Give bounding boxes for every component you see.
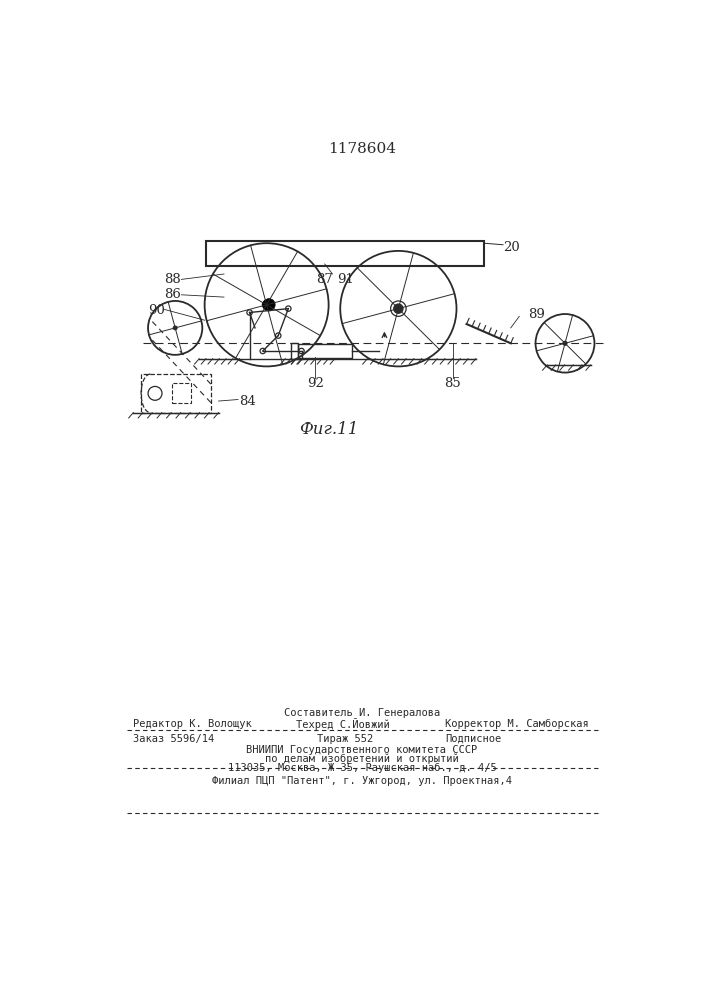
Text: Заказ 5596/14: Заказ 5596/14 bbox=[134, 734, 215, 744]
Text: 91: 91 bbox=[337, 273, 354, 286]
Circle shape bbox=[263, 299, 275, 311]
Text: Фиг.11: Фиг.11 bbox=[299, 421, 358, 438]
Text: 88: 88 bbox=[164, 273, 180, 286]
Circle shape bbox=[173, 326, 177, 330]
Text: Тираж 552: Тираж 552 bbox=[317, 734, 373, 744]
Text: ВНИИПИ Государственного комитета СССР: ВНИИПИ Государственного комитета СССР bbox=[246, 745, 477, 755]
Bar bbox=[298, 344, 352, 358]
Text: 87: 87 bbox=[316, 273, 333, 286]
Bar bbox=[206, 241, 484, 266]
Circle shape bbox=[563, 341, 567, 345]
Circle shape bbox=[395, 305, 402, 313]
Text: 90: 90 bbox=[148, 304, 165, 317]
Text: 20: 20 bbox=[503, 241, 520, 254]
Text: Редактор К. Волощук: Редактор К. Волощук bbox=[134, 719, 252, 729]
Text: 86: 86 bbox=[163, 288, 180, 301]
Text: по делам изобретений и открытий: по делам изобретений и открытий bbox=[265, 754, 459, 764]
Bar bbox=[172, 383, 192, 403]
Text: 1178604: 1178604 bbox=[328, 142, 396, 156]
Text: Подписное: Подписное bbox=[445, 734, 501, 744]
Text: 113035, Москва, Ж-35, Раушская наб., д. 4/5: 113035, Москва, Ж-35, Раушская наб., д. … bbox=[228, 763, 496, 773]
Text: 92: 92 bbox=[307, 377, 324, 390]
Text: 89: 89 bbox=[529, 308, 545, 321]
Circle shape bbox=[262, 300, 271, 309]
Text: Техред С.Йовжий: Техред С.Йовжий bbox=[296, 718, 390, 730]
Bar bbox=[141, 374, 211, 413]
Bar bbox=[291, 343, 298, 359]
Text: Составитель И. Генералова: Составитель И. Генералова bbox=[284, 708, 440, 718]
Text: Корректор М. Самборская: Корректор М. Самборская bbox=[445, 719, 589, 729]
Text: Филиал ПЦП "Патент", г. Ужгород, ул. Проектная,4: Филиал ПЦП "Патент", г. Ужгород, ул. Про… bbox=[212, 776, 512, 786]
Text: 85: 85 bbox=[444, 377, 461, 390]
Text: 84: 84 bbox=[240, 395, 256, 408]
